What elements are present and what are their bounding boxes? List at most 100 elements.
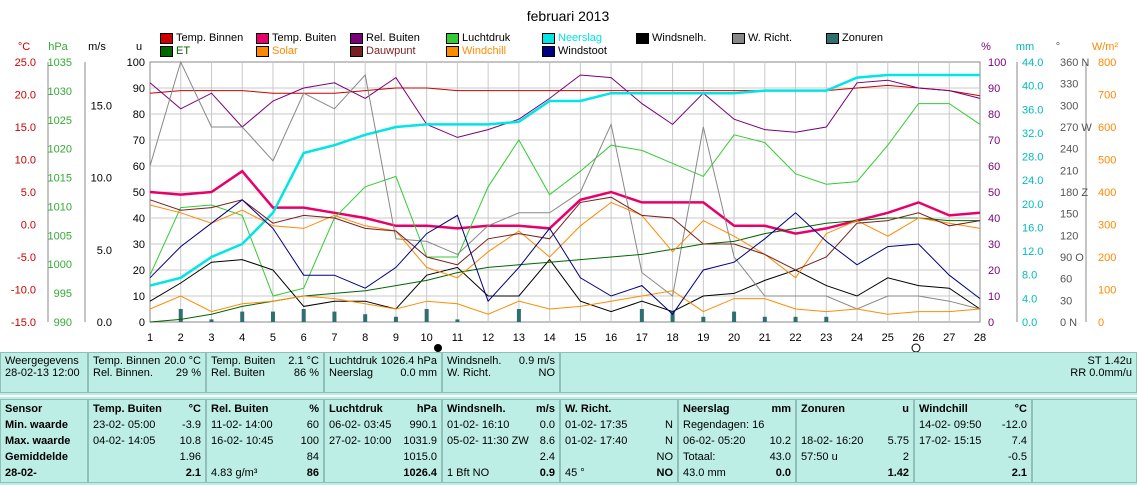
stat-current: 86 [306,467,319,479]
y-tick-ms: 5.0 [97,245,112,257]
stat-avg: 2 [902,451,909,463]
stat-current: 1026.4 [403,467,437,479]
legend-item: Temp. Binnen [160,32,243,45]
stat-min: 60 [306,419,319,431]
label: Temp. Binnen [93,355,161,367]
y-tick-wm2: 0 [1098,317,1104,329]
stat-avg: NO [656,451,674,463]
y-tick-wm2: 100 [1098,285,1116,297]
series-line-rel-buiten [149,74,981,138]
stat-degrees: 45 ° [565,467,585,479]
x-tick-label: 2 [178,332,184,344]
unit-pct: % [981,41,991,53]
stat-avg: -0.5 [1008,451,1027,463]
x-tick-label: 26 [912,332,924,344]
current-label: Weergegevens [5,355,79,367]
legend-item: Zonuren [826,32,883,45]
y-tick-deg: 240 [1060,144,1078,156]
stat-unit: % [309,403,319,415]
stat-max: N [665,435,673,447]
x-tick-label: 10 [421,332,433,344]
stats-windchill: Windchill °C 14-02- 09:50 -12.0 17-02- 15:… [914,399,1032,483]
value: 86 % [293,367,319,379]
legend-label: Windchill [462,45,507,58]
stat-min-time: 23-02- 05:00 [93,419,156,431]
bar-zonuren [240,311,245,322]
legend-swatch [160,45,173,57]
stat-max: 7.4 [1011,435,1027,447]
y-tick-temp: 25.0 [15,57,36,69]
y-tick-pct: 40 [988,213,1000,225]
series-line-temp-buiten [149,169,981,235]
stat-rain-amount: 43.0 mm [683,467,726,479]
y-tick-deg: 270 W [1060,122,1092,134]
unit-temp: °C [18,41,30,53]
stats-sun-hours: Zonuren u 18-02- 16:20 5.75 57:50 u 2 1.42 [796,399,914,483]
value: NO [538,367,556,379]
y-tick-hpa: 1025 [48,115,72,127]
bar-zonuren [301,309,306,322]
legend-label: Rel. Buiten [366,32,420,45]
value: 29 % [175,367,201,379]
stat-header: Windchill [919,403,968,415]
series-line-windstoot [149,199,981,315]
y-tick-hpa: 1010 [48,201,72,213]
y-tick-mm: 20.0 [1022,199,1043,211]
x-tick-label: 6 [301,332,307,344]
y-tick-pct: 90 [988,83,1000,95]
stat-current: 0.9 [539,467,555,479]
stat-max-time: 04-02- 14:05 [93,435,156,447]
current-datetime: 28-02-13 12:00 [5,367,80,379]
current-conditions-panel: Weergegevens 28-02-13 12:00 Temp. Binnen… [0,352,1137,395]
y-tick-deg: 0 N [1060,317,1077,329]
legend-item: Rel. Buiten [350,32,420,45]
stat-max: 10.2 [769,435,791,447]
series-line-dauwpunt [149,196,981,271]
day-marker-open [911,343,921,352]
stat-unit: hPa [416,403,437,415]
label-min: Min. waarde [5,419,68,431]
current-cell-outdoor: Temp. Buiten 2.1 °C Rel. Buiten 86 % [206,352,324,393]
x-tick-label: 5 [270,332,276,344]
stat-avg: 2.4 [539,451,555,463]
stats-empty [1032,399,1137,483]
y-tick-u: 10 [133,291,145,303]
series-line-w-richt- [149,60,981,310]
y-tick-u: 70 [133,135,145,147]
stat-current: 0.0 [775,467,791,479]
stat-total-time: 57:50 u [801,451,838,463]
y-tick-wm2: 200 [1098,252,1116,264]
y-tick-pct: 60 [988,161,1000,173]
y-tick-pct: 70 [988,135,1000,147]
current-cell-wind: Windsnelh. 0.9 m/s W. Richt. NO [442,352,560,393]
stat-current: NO [656,467,674,479]
y-tick-u: 20 [133,265,145,277]
stat-min-time: 01-02- 17:35 [565,419,628,431]
stats-wind-speed: Windsnelh. m/s 01-02- 16:10 0.0 05-02- 11:… [442,399,560,483]
y-tick-deg: 90 O [1060,252,1084,264]
y-tick-u: 30 [133,239,145,251]
stat-min: N [665,419,673,431]
series-line-solar [149,201,981,279]
current-cell-date: Weergegevens 28-02-13 12:00 [0,352,88,393]
y-tick-ms: 10.0 [91,173,112,185]
value: 2.1 °C [288,355,319,367]
stat-max-time: 17-02- 15:15 [919,435,982,447]
legend-label: Solar [272,45,298,58]
y-tick-temp: -10.0 [11,285,36,297]
y-tick-deg: 150 [1060,209,1078,221]
unit-ms: m/s [88,41,106,53]
stat-max-time: 01-02- 17:40 [565,435,628,447]
legend-item: ET [160,45,190,58]
y-tick-mm: 8.0 [1022,270,1037,282]
series-line-luchtdruk [149,103,981,297]
stat-header: Rel. Buiten [211,403,269,415]
legend-item: Windchill [446,45,506,58]
stat-max-time: 27-02- 10:00 [329,435,392,447]
sun-value: ST 1.42u [1087,355,1132,367]
chart-series [149,60,981,323]
y-tick-ms: 15.0 [91,100,112,112]
legend-item: Windsnelh. [636,32,706,45]
y-tick-deg: 360 N [1060,57,1089,69]
y-tick-deg: 330 [1060,79,1078,91]
